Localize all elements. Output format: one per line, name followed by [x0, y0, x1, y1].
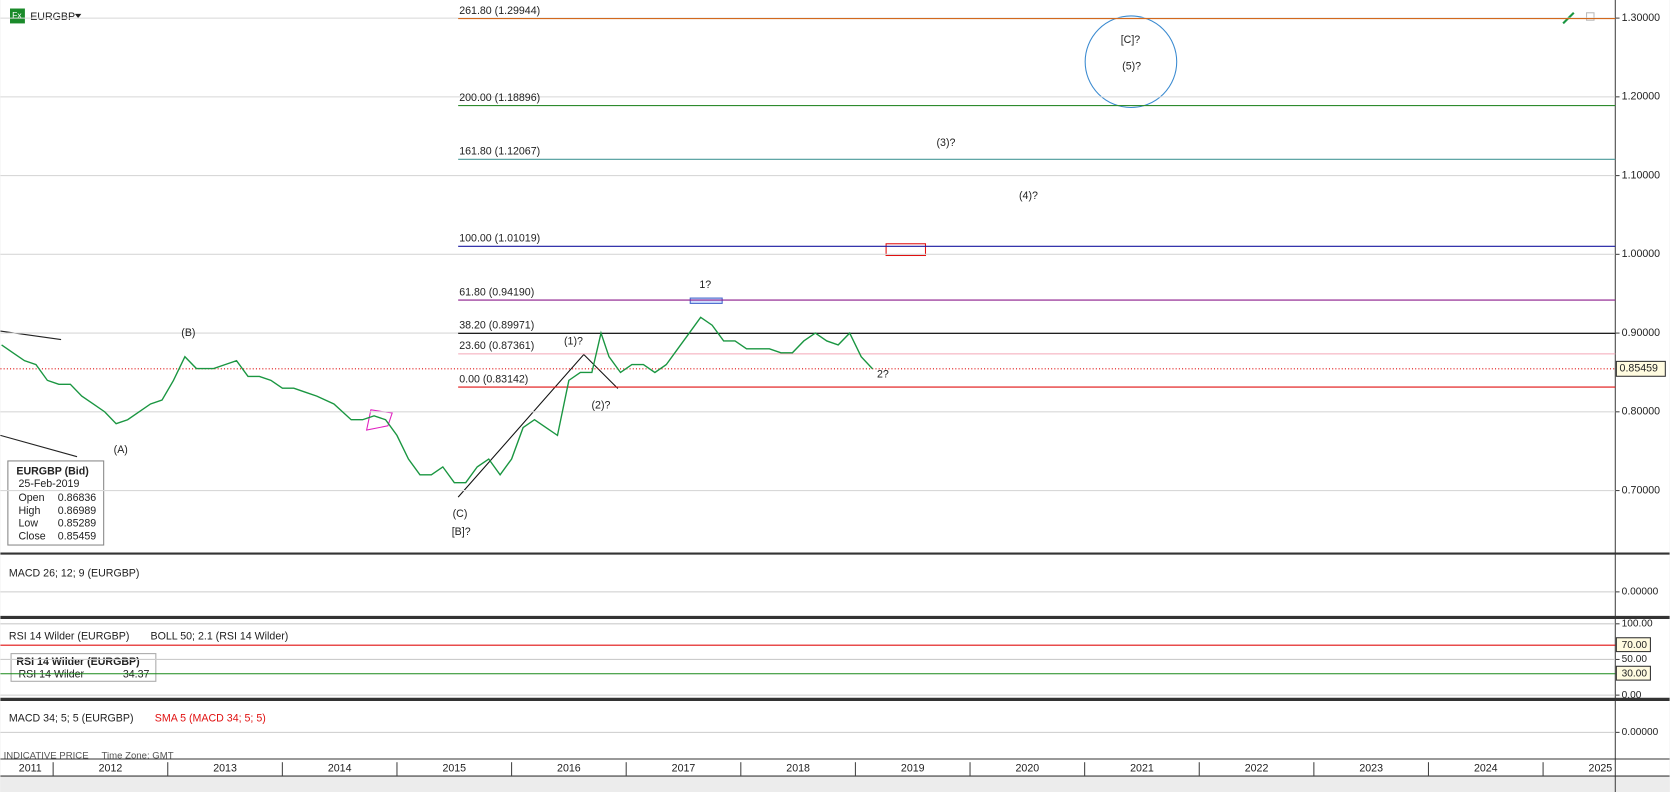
x-tick-label: 2017: [672, 762, 696, 774]
ohlc-value: 0.85289: [58, 518, 96, 530]
level-box: [1615, 637, 1651, 653]
target-circle: [1084, 15, 1178, 109]
x-tick-label: 2014: [328, 762, 352, 774]
ohlc-name: Close: [19, 530, 46, 542]
fib-label: 100.00 (1.01019): [459, 233, 540, 245]
ohlc-value: 0.86989: [58, 505, 96, 517]
x-tick-label: 2019: [901, 762, 925, 774]
fib-label: 261.80 (1.29944): [459, 5, 540, 17]
fib-label: 0.00 (0.83142): [459, 373, 528, 385]
wave-label: 1?: [699, 279, 711, 291]
y-tick-label: 0.90000: [1622, 327, 1660, 339]
x-tick-label: 2023: [1359, 762, 1383, 774]
y-tick-label: 0.00000: [1622, 587, 1659, 598]
fx-icon-text: Fx: [12, 10, 22, 20]
wave-label: (1)?: [564, 336, 583, 348]
rsi-box-value: 34.37: [123, 669, 150, 681]
macd2-label[interactable]: MACD 34; 5; 5 (EURGBP): [9, 712, 134, 724]
rsi-box-name: RSI 14 Wilder: [19, 669, 85, 681]
trend-line: [0, 330, 62, 341]
last-price-box: [1615, 360, 1666, 377]
y-tick-label: 1.20000: [1622, 91, 1660, 103]
footer-timezone: Time Zone: GMT: [102, 750, 174, 761]
x-tick-label: 2011: [19, 762, 42, 774]
x-tick-label: 2024: [1474, 762, 1498, 774]
y-tick-label: 0.80000: [1622, 406, 1660, 418]
sma-label[interactable]: SMA 5 (MACD 34; 5; 5): [155, 712, 266, 724]
wave-label: (2)?: [592, 399, 611, 411]
wave-label: 2?: [877, 369, 889, 381]
ohlc-value: 0.85459: [58, 530, 96, 542]
wave-label: (C): [453, 508, 468, 520]
footer-price: INDICATIVE PRICE: [4, 750, 89, 761]
x-tick-label: 2020: [1016, 762, 1040, 774]
ohlc-name: High: [19, 505, 41, 517]
fib-label: 200.00 (1.18896): [459, 92, 540, 104]
macd-label[interactable]: MACD 26; 12; 9 (EURGBP): [9, 568, 140, 580]
ohlc-rows: Open 0.86836 High 0.86989 Low 0.85289 Close 0.8…: [19, 492, 97, 542]
dropdown[interactable]: [74, 13, 82, 19]
x-tick-label: 2016: [557, 762, 581, 774]
trend-line: [0, 434, 78, 458]
x-tick-label: 2013: [213, 762, 237, 774]
y-tick-label: 0.00: [1622, 690, 1642, 701]
wave-label: (B): [181, 327, 195, 339]
rsi-box-title: RSI 14 Wilder (EURGBP): [16, 656, 140, 668]
y-tick-label: 1.30000: [1622, 12, 1660, 24]
ohlc-name: Open: [19, 492, 45, 504]
y-tick-label: 0.00000: [1622, 727, 1659, 738]
ohlc-value: 0.86836: [58, 492, 96, 504]
panel-button[interactable]: [1586, 12, 1595, 21]
wave-label: (3)?: [937, 137, 956, 149]
y-tick-label: 70.00: [1622, 640, 1648, 651]
rsi-label[interactable]: RSI 14 Wilder (EURGBP): [9, 630, 129, 642]
wave-label: (A): [114, 444, 128, 456]
level-box: [1615, 665, 1651, 681]
status-strip: [0, 777, 1670, 792]
ohlc-name: Low: [19, 518, 39, 530]
x-tick-label: 2012: [99, 762, 123, 774]
wave-label: (4)?: [1019, 190, 1038, 202]
ohlc-date: 25-Feb-2019: [19, 478, 80, 490]
y-tick-label: 1.00000: [1622, 248, 1660, 260]
fx-icon[interactable]: [10, 8, 25, 24]
y-tick-label: 0.70000: [1622, 484, 1660, 496]
fib-label: 61.80 (0.94190): [459, 286, 534, 298]
y-tick-label: 50.00: [1622, 654, 1648, 665]
fib-label: 161.80 (1.12067): [459, 146, 540, 158]
x-tick-label: 2018: [786, 762, 810, 774]
ohlc-title: EURGBP (Bid): [16, 465, 89, 477]
ohlc-box: [7, 460, 105, 546]
wave-label: [B]?: [452, 526, 471, 538]
price-line: [1, 316, 874, 484]
fib-label: 23.60 (0.87361): [459, 340, 534, 352]
wave-line: [457, 353, 619, 498]
wave-label: (5)?: [1122, 61, 1141, 73]
y-tick-label: 100.00: [1622, 618, 1653, 629]
fib-label: 38.20 (0.89971): [459, 320, 534, 332]
boll-label[interactable]: BOLL 50; 2.1 (RSI 14 Wilder): [151, 630, 289, 642]
target-box: [885, 243, 927, 257]
x-tick-label: 2021: [1130, 762, 1154, 774]
symbol[interactable]: EURGBP: [30, 11, 75, 23]
last-price-label: 0.85459: [1620, 363, 1658, 375]
rsi-box: [10, 653, 157, 682]
y-tick-label: 1.10000: [1622, 169, 1660, 181]
wave-label: [C]?: [1121, 34, 1141, 46]
x-tick-label: 2025: [1589, 762, 1613, 774]
y-tick-label: 30.00: [1622, 668, 1648, 679]
x-tick-label: 2015: [442, 762, 466, 774]
x-tick-label: 2022: [1245, 762, 1269, 774]
target-box: [689, 297, 723, 304]
